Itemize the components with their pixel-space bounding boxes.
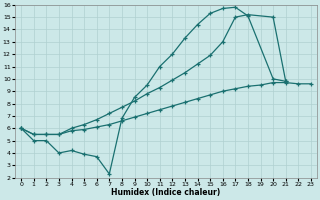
X-axis label: Humidex (Indice chaleur): Humidex (Indice chaleur) bbox=[111, 188, 221, 197]
